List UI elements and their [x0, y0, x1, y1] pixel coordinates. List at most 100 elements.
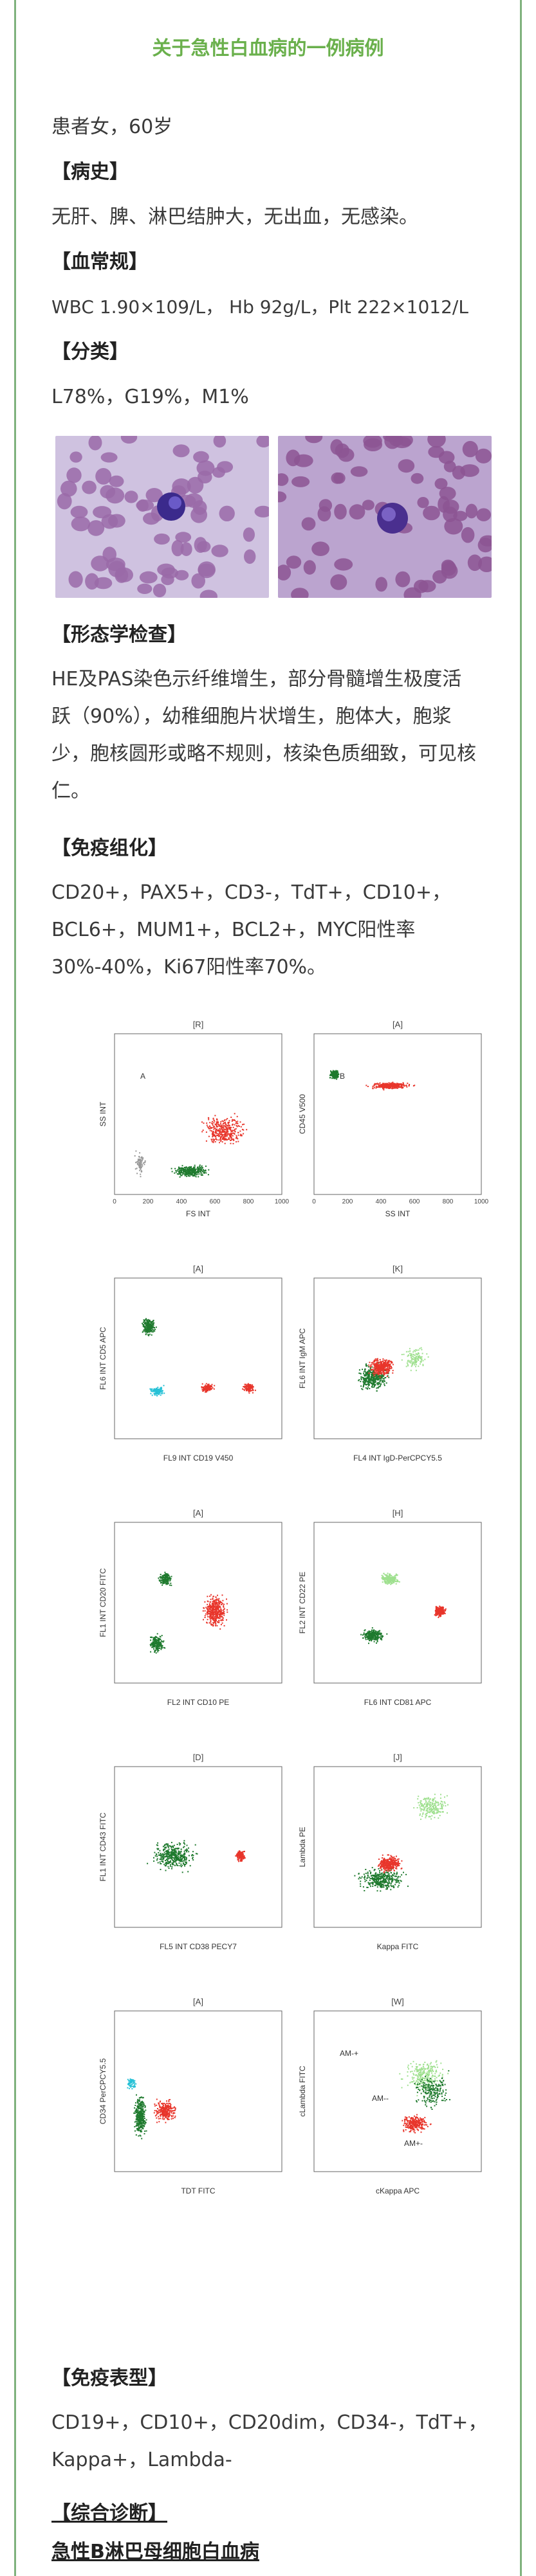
event-dot [369, 1382, 371, 1383]
event-dot [376, 1882, 378, 1884]
event-dot [237, 1121, 239, 1122]
event-dot [155, 1641, 157, 1643]
event-dot [176, 1864, 178, 1866]
event-dot [173, 1861, 175, 1863]
event-dot [394, 1085, 396, 1086]
event-dot [373, 1371, 375, 1373]
event-dot [374, 1632, 376, 1634]
event-dot [158, 1392, 160, 1394]
event-dot [388, 1362, 390, 1364]
event-dot [142, 1324, 144, 1326]
event-dot [219, 1130, 221, 1131]
event-dot [162, 1859, 164, 1860]
event-dot [205, 1172, 207, 1174]
event-dot [384, 1580, 386, 1581]
event-dot [151, 1643, 152, 1644]
event-dot [180, 1851, 181, 1853]
event-dot [358, 1877, 360, 1878]
event-dot [160, 1389, 162, 1391]
event-dot [373, 1639, 375, 1641]
event-dot [382, 1369, 384, 1371]
event-dot [374, 1378, 376, 1380]
event-dot [215, 1602, 217, 1604]
event-dot [219, 1617, 221, 1619]
event-dot [437, 1612, 439, 1614]
event-dot [208, 1125, 210, 1127]
event-dot [195, 1171, 197, 1173]
event-dot [186, 1167, 188, 1169]
event-dot [209, 1128, 211, 1130]
event-dot [140, 1167, 142, 1169]
event-dot [377, 1365, 379, 1367]
event-dot [410, 1360, 412, 1362]
blood-heading: 【血常规】 [51, 251, 148, 273]
event-dot [369, 1886, 371, 1887]
event-dot [212, 1623, 214, 1625]
event-dot [219, 1605, 221, 1607]
event-dot [161, 1635, 163, 1637]
event-dot [216, 1126, 218, 1128]
event-dot [401, 1083, 403, 1085]
event-dot [371, 1878, 373, 1880]
event-dot [232, 1135, 234, 1137]
event-dot [237, 1853, 239, 1855]
event-dot [386, 1372, 388, 1374]
event-dot [441, 1607, 443, 1609]
event-dot [204, 1601, 206, 1603]
event-dot [169, 1851, 171, 1853]
event-dot [221, 1601, 223, 1603]
event-dot [181, 1165, 183, 1167]
event-dot [212, 1124, 214, 1126]
event-dot [230, 1135, 232, 1137]
event-dot [420, 1347, 422, 1349]
event-dot [374, 1364, 376, 1365]
event-dot [160, 1862, 162, 1864]
event-dot [364, 1630, 365, 1632]
event-dot [149, 1320, 151, 1322]
region-label: B [340, 1072, 345, 1081]
event-dot [384, 1365, 385, 1367]
event-dot [378, 1369, 380, 1371]
event-dot [369, 1387, 371, 1389]
event-dot [394, 1875, 396, 1877]
event-dot [385, 1382, 387, 1384]
event-dot [438, 1610, 439, 1612]
event-dot [383, 1878, 385, 1880]
event-dot [400, 1880, 402, 1882]
event-dot [183, 1846, 185, 1848]
event-dot [210, 1128, 212, 1130]
event-dot [405, 1351, 407, 1353]
event-dot [216, 1119, 218, 1121]
event-dot [362, 1377, 364, 1378]
event-dot [187, 1169, 189, 1171]
event-dot [402, 1082, 404, 1084]
event-dot [191, 1855, 192, 1857]
event-dot [367, 1373, 369, 1375]
event-dot [185, 1857, 187, 1859]
event-dot [364, 1380, 366, 1382]
event-dot [149, 1328, 150, 1329]
y-axis-label: FL6 INT IgM APC [298, 1328, 307, 1389]
event-dot [213, 1600, 215, 1602]
event-dot [387, 1875, 389, 1877]
event-dot [149, 1321, 151, 1323]
event-dot [379, 1636, 381, 1638]
event-dot [384, 1882, 386, 1884]
event-dot [171, 1849, 172, 1850]
event-dot [250, 1386, 252, 1388]
event-dot [371, 1629, 373, 1631]
event-dot [228, 1128, 230, 1130]
event-dot [387, 1872, 388, 1874]
event-dot [241, 1857, 243, 1859]
event-dot [233, 1130, 235, 1131]
event-dot [379, 1870, 380, 1872]
event-dot [373, 1377, 374, 1379]
event-dot [203, 1169, 205, 1171]
event-dot [386, 1633, 388, 1635]
event-dot [216, 1614, 218, 1616]
event-dot [214, 1601, 216, 1603]
event-dot [228, 1135, 230, 1137]
event-dot [230, 1134, 232, 1136]
event-dot [370, 1872, 372, 1874]
gate-label: [J] [393, 1752, 402, 1762]
